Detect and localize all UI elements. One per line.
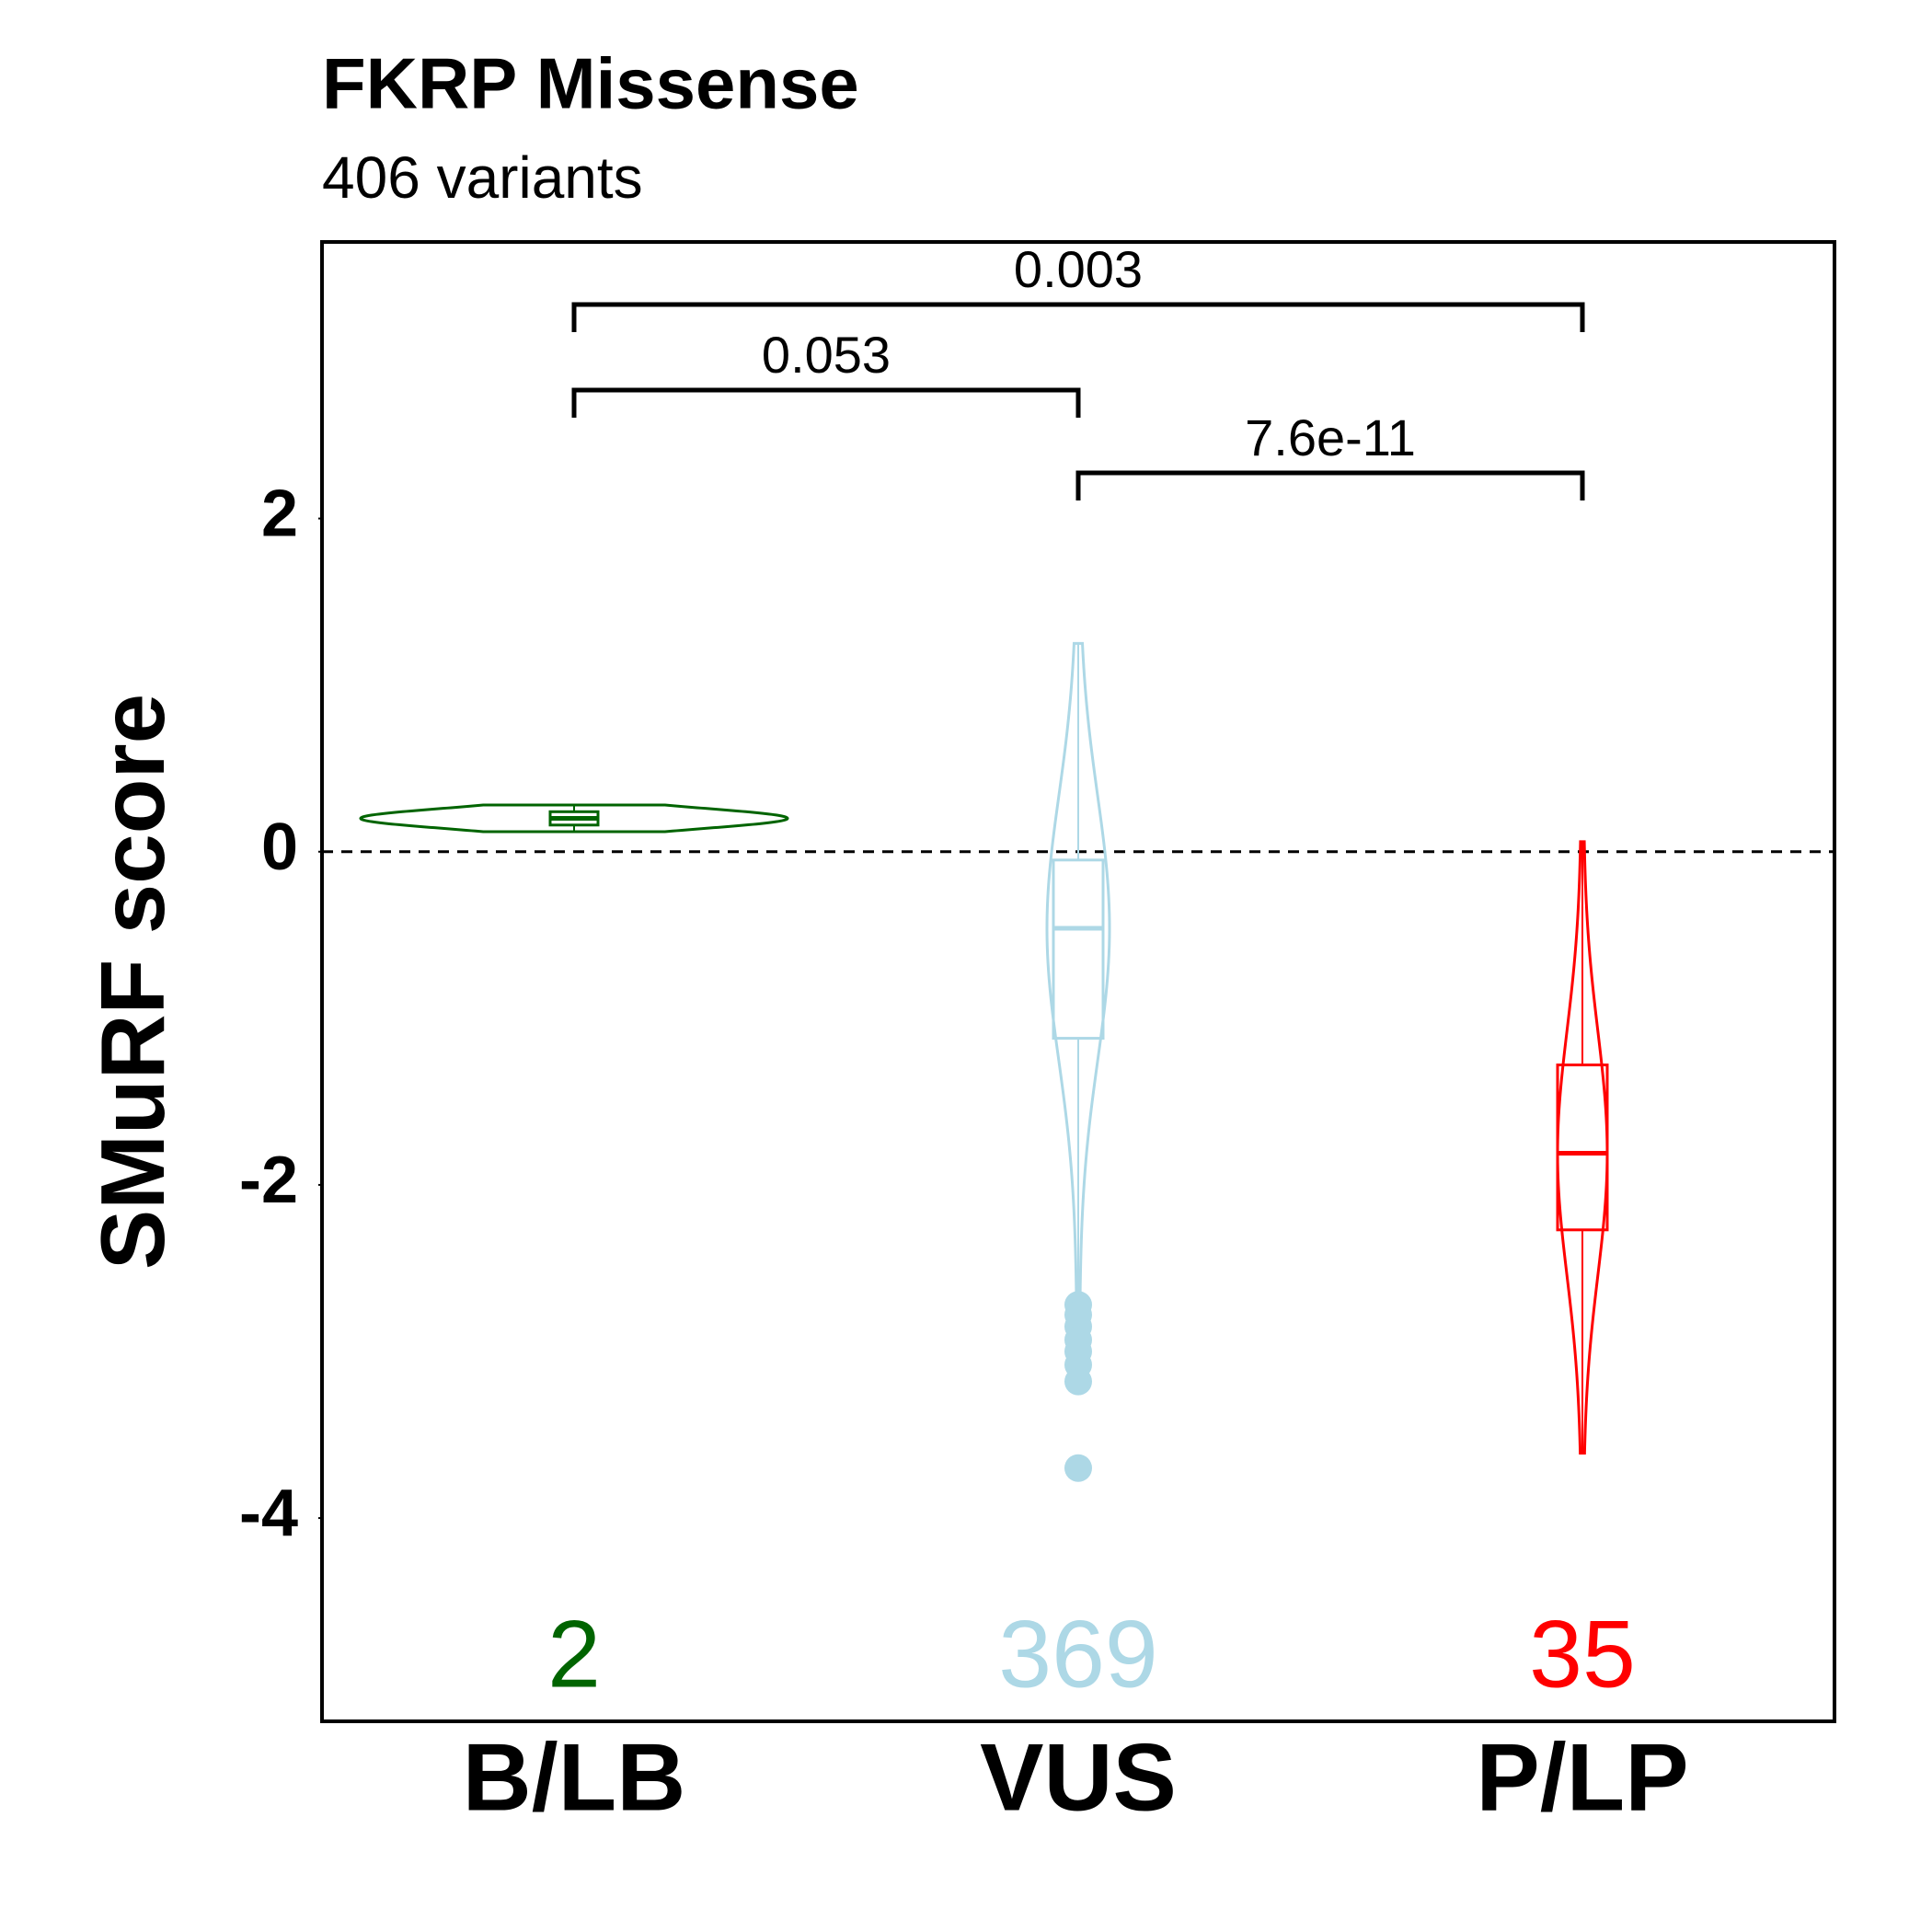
outlier [1064,1454,1092,1482]
chart-title: FKRP Missense [322,43,859,124]
count-label: 2 [547,1601,601,1708]
comparison-label: 0.053 [762,326,891,384]
box [1052,858,1105,1041]
y-axis-title: SMuRF score [82,694,183,1270]
count-label: 35 [1529,1601,1636,1708]
y-tick-label: -4 [239,1477,298,1550]
violin [1556,840,1609,1455]
x-tick-label: P/LP [1476,1724,1688,1831]
chart-subtitle: 406 variants [322,144,643,211]
count-label: 369 [998,1601,1158,1708]
comparison-label: 7.6e-11 [1245,408,1416,466]
violin [359,803,789,834]
box [1556,1064,1609,1232]
comparison-label: 0.003 [1014,240,1143,298]
y-tick-label: 0 [261,811,298,884]
comparison-bracket [571,387,1081,418]
y-tick-label: 2 [261,477,298,551]
comparison-bracket [571,302,1585,332]
x-tick-label: VUS [980,1724,1177,1831]
x-tick-label: B/LB [463,1724,686,1831]
plot-frame [320,240,1836,1723]
y-tick-label: -2 [239,1144,298,1217]
comparison-bracket [1075,470,1585,500]
outlier [1064,1367,1092,1396]
